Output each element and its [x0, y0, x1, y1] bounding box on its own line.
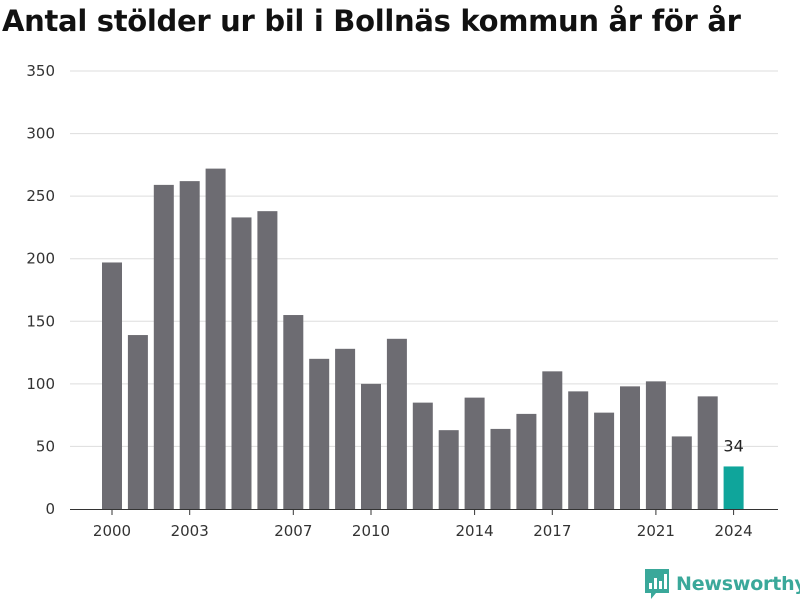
newsworthy-logo-icon: [645, 569, 669, 599]
bar: [309, 358, 330, 509]
y-tick-label: 0: [45, 500, 55, 518]
bar: [283, 315, 304, 509]
bar: [671, 436, 692, 509]
bar: [490, 428, 511, 509]
bar: [386, 338, 407, 509]
bar: [594, 412, 615, 509]
x-tick-label: 2010: [352, 522, 390, 540]
brand-name: Newsworthy: [676, 573, 800, 595]
axes: [70, 509, 778, 515]
newsworthy-logo: Newsworthy: [644, 568, 800, 600]
bar: [102, 262, 122, 509]
y-tick-label: 300: [26, 125, 55, 143]
bars: [102, 168, 744, 509]
bar: [542, 371, 563, 509]
bar: [620, 386, 640, 509]
bar: [257, 211, 278, 509]
bar: [127, 335, 148, 509]
y-tick-label: 100: [26, 375, 55, 393]
bar: [412, 402, 433, 509]
grid-lines: [70, 70, 778, 447]
x-tick-label: 2017: [533, 522, 571, 540]
bar: [516, 413, 537, 509]
bar: [335, 348, 356, 509]
bar-highlighted: [723, 466, 744, 509]
bar: [568, 391, 589, 509]
y-tick-label: 250: [26, 187, 55, 205]
bar: [645, 381, 666, 509]
bar: [179, 181, 200, 509]
x-tick-label: 2021: [637, 522, 675, 540]
bar: [205, 168, 226, 509]
labels: 0 50 100 150 200 250 300 350 2000 2003 2007 2010 201…: [26, 62, 752, 540]
bar: [464, 397, 485, 509]
chart-title: Antal stölder ur bil i Bollnäs kommun år…: [2, 4, 741, 38]
bar: [697, 396, 718, 509]
bar: [361, 383, 381, 509]
y-tick-label: 50: [36, 437, 55, 455]
data-label-highlight: 34: [723, 436, 743, 455]
x-tick-label: 2007: [274, 522, 312, 540]
x-tick-label: 2003: [171, 522, 209, 540]
bar: [438, 430, 459, 509]
x-tick-label: 2000: [93, 522, 131, 540]
bar: [153, 184, 174, 509]
bar: [231, 217, 252, 509]
x-tick-label: 2014: [456, 522, 494, 540]
x-tick-label: 2024: [715, 522, 753, 540]
y-tick-label: 150: [26, 312, 55, 330]
y-tick-label: 350: [26, 62, 55, 80]
y-tick-label: 200: [26, 250, 55, 268]
